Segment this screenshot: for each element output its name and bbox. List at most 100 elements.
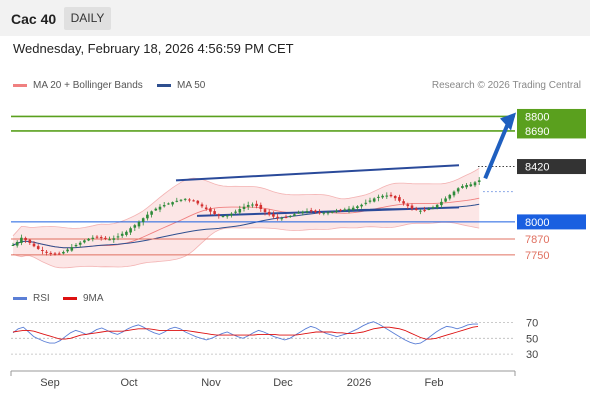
candle-body <box>196 200 200 204</box>
candle-body <box>15 241 19 246</box>
candle-body <box>368 200 372 202</box>
candle-body <box>36 246 40 249</box>
candle-body <box>108 239 111 241</box>
x-tick-label: Dec <box>273 377 293 389</box>
candle-body <box>343 209 347 211</box>
level-box-8800 <box>517 108 586 124</box>
legend-ma20: MA 20 + Bollinger Bands <box>13 80 143 91</box>
candle-body <box>293 214 296 216</box>
candle-body <box>305 211 309 213</box>
legend-rsi: RSI <box>13 293 50 304</box>
candle-body <box>221 215 225 217</box>
candle-body <box>276 216 279 218</box>
candle-body <box>133 225 137 228</box>
candle-body <box>427 208 431 210</box>
candle-body <box>91 237 95 239</box>
candle-body <box>167 203 170 205</box>
period-tab-daily[interactable]: DAILY <box>64 7 111 30</box>
candle-body <box>288 215 292 217</box>
candle-body <box>146 214 149 219</box>
candle-body <box>217 214 221 216</box>
candle-body <box>309 210 313 212</box>
x-tick-label: 2026 <box>347 377 371 389</box>
candle-body <box>150 211 153 215</box>
symbol-label: Cac 40 <box>11 11 57 27</box>
legend-ma20-swatch <box>13 84 27 87</box>
candle-body <box>465 185 468 188</box>
rsi-level-label-70: 70 <box>526 317 538 329</box>
chart-header: Cac 40 DAILY <box>0 0 590 36</box>
candle-body <box>188 199 191 201</box>
candle-body <box>238 208 242 213</box>
candle-body <box>183 198 187 200</box>
candle-body <box>444 198 447 202</box>
candle-body <box>95 236 99 238</box>
candle-body <box>175 200 179 202</box>
candle-body <box>414 208 418 211</box>
candle-body <box>192 200 195 202</box>
candle-body <box>125 231 128 235</box>
level-label-8690: 8690 <box>525 126 549 138</box>
x-tick-label: Nov <box>201 377 221 389</box>
candle-body <box>171 202 174 205</box>
chart-datetime: Wednesday, February 18, 2026 4:56:59 PM … <box>13 41 294 56</box>
bollinger-upper-line <box>12 167 480 237</box>
candle-body <box>440 201 443 206</box>
candle-body <box>284 217 288 219</box>
candle-body <box>234 211 237 213</box>
candle-body <box>204 207 208 209</box>
research-credit: Research © 2026 Trading Central <box>431 80 581 91</box>
candle-body <box>389 194 393 197</box>
level-label-8420: 8420 <box>525 162 549 174</box>
candle-body <box>263 209 267 213</box>
candle-body <box>129 228 132 233</box>
candle-body <box>297 212 300 214</box>
legend-ma50-label: MA 50 <box>177 80 206 91</box>
candle-body <box>326 212 330 214</box>
x-tick-label: Oct <box>120 377 137 389</box>
candle-body <box>272 214 275 217</box>
candle-body <box>301 211 305 213</box>
level-box-8690 <box>517 123 586 139</box>
candle-body <box>431 207 435 209</box>
candle-body <box>473 182 477 186</box>
candle-body <box>112 238 116 240</box>
level-label-8800: 8800 <box>525 111 549 123</box>
candle-body <box>398 197 401 201</box>
candle-body <box>213 211 216 214</box>
rsi-9ma-line <box>12 325 479 340</box>
candle-body <box>11 244 15 246</box>
candle-body <box>66 249 69 252</box>
level-label-7870: 7870 <box>525 234 549 246</box>
forecast-arrow-head <box>500 112 516 131</box>
candle-body <box>162 205 166 207</box>
candle-body <box>393 196 397 199</box>
candle-body <box>280 218 284 220</box>
candle-body <box>318 212 321 214</box>
candle-body <box>87 238 90 241</box>
candle-body <box>120 233 124 236</box>
candle-body <box>24 237 27 241</box>
legend-rsi-label: RSI <box>33 293 50 304</box>
candle-body <box>242 206 246 209</box>
candle-body <box>200 204 204 207</box>
legend-9ma: 9MA <box>63 293 104 304</box>
candle-body <box>364 202 368 204</box>
candle-body <box>57 253 61 255</box>
candle-body <box>99 237 103 239</box>
candle-body <box>372 198 376 202</box>
candle-body <box>32 243 36 247</box>
candle-body <box>70 247 74 251</box>
candle-body <box>322 212 326 214</box>
candle-body <box>45 251 48 253</box>
candle-body <box>74 244 78 247</box>
candle-body <box>335 210 338 212</box>
candle-body <box>41 249 44 251</box>
candle-body <box>351 207 355 210</box>
candle-body <box>419 210 422 212</box>
candles-group <box>11 177 481 256</box>
candle-body <box>381 195 384 198</box>
candle-body <box>154 208 158 211</box>
candle-body <box>356 206 359 209</box>
